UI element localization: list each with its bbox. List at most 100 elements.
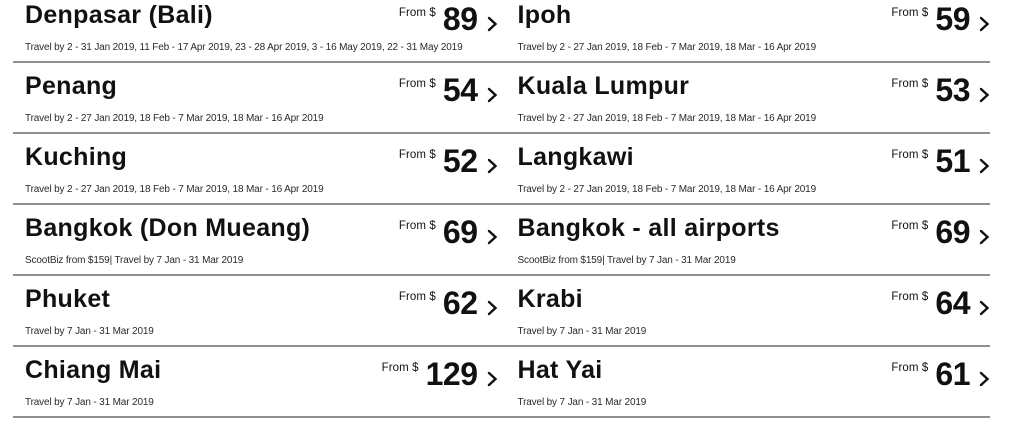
price-amount: 89	[442, 1, 478, 37]
price-amount: 129	[425, 356, 478, 392]
price-amount: 62	[442, 285, 478, 321]
destination-name[interactable]: Bangkok (Don Mueang)	[25, 214, 311, 242]
destination-card-top: Hat Yai From $ 61	[517, 356, 991, 390]
destination-card-top: Bangkok - all airports From $ 69	[517, 214, 991, 248]
travel-dates-note: Travel by 2 - 27 Jan 2019, 18 Feb - 7 Ma…	[25, 113, 324, 124]
price-from-label: From $	[891, 78, 929, 90]
destination-card[interactable]: Krabi From $ 64 Travel by 7 Jan - 31 Mar…	[517, 285, 991, 345]
destination-name[interactable]: Langkawi	[517, 143, 634, 171]
price-block: From $ 69	[399, 215, 498, 248]
travel-dates-note: Travel by 2 - 27 Jan 2019, 18 Feb - 7 Ma…	[517, 184, 817, 195]
travel-dates-note: Travel by 7 Jan - 31 Mar 2019	[25, 397, 154, 408]
deal-row: Denpasar (Bali) From $ 89 Travel by 2 - …	[13, 1, 991, 63]
chevron-right-icon[interactable]	[487, 16, 498, 32]
price-block: From $ 64	[891, 286, 990, 319]
price-block: From $ 129	[382, 357, 498, 390]
price-amount: 54	[442, 72, 478, 108]
destination-card[interactable]: Kuching From $ 52 Travel by 2 - 27 Jan 2…	[25, 143, 498, 203]
deal-row: Phuket From $ 62 Travel by 7 Jan - 31 Ma…	[13, 285, 991, 347]
chevron-right-icon[interactable]	[487, 300, 498, 316]
destination-card-top: Kuala Lumpur From $ 53	[517, 72, 991, 106]
price-amount: 52	[442, 143, 478, 179]
destination-card[interactable]: Kuala Lumpur From $ 53 Travel by 2 - 27 …	[517, 72, 991, 132]
chevron-right-icon[interactable]	[979, 229, 990, 245]
destination-name[interactable]: Hat Yai	[517, 356, 603, 384]
chevron-right-icon[interactable]	[487, 87, 498, 103]
price-amount: 51	[935, 143, 970, 179]
chevron-right-icon[interactable]	[487, 371, 498, 387]
price-block: From $ 62	[399, 286, 498, 319]
price-from-label: From $	[891, 220, 929, 232]
destination-card-top: Kuching From $ 52	[25, 143, 498, 177]
destination-name[interactable]: Ipoh	[517, 1, 572, 29]
destination-card[interactable]: Langkawi From $ 51 Travel by 2 - 27 Jan …	[517, 143, 991, 203]
travel-dates-note: Travel by 7 Jan - 31 Mar 2019	[25, 326, 154, 337]
price-amount: 59	[935, 1, 970, 37]
destination-card[interactable]: Chiang Mai From $ 129 Travel by 7 Jan - …	[25, 356, 498, 416]
destination-card[interactable]: Ipoh From $ 59 Travel by 2 - 27 Jan 2019…	[517, 1, 991, 61]
destination-name[interactable]: Penang	[25, 72, 118, 100]
price-block: From $ 69	[891, 215, 990, 248]
destination-name[interactable]: Bangkok - all airports	[517, 214, 780, 242]
destination-card[interactable]: Denpasar (Bali) From $ 89 Travel by 2 - …	[25, 1, 498, 61]
price-block: From $ 59	[891, 2, 990, 35]
price-amount: 53	[935, 72, 970, 108]
destination-name[interactable]: Chiang Mai	[25, 356, 162, 384]
destination-card-top: Krabi From $ 64	[517, 285, 991, 319]
price-block: From $ 53	[891, 73, 990, 106]
price-amount: 61	[935, 356, 970, 392]
chevron-right-icon[interactable]	[487, 229, 498, 245]
destination-card-top: Chiang Mai From $ 129	[25, 356, 498, 390]
destination-name[interactable]: Phuket	[25, 285, 111, 313]
travel-dates-note: Travel by 7 Jan - 31 Mar 2019	[517, 397, 647, 408]
destination-card-top: Langkawi From $ 51	[517, 143, 991, 179]
destination-card[interactable]: Hat Yai From $ 61 Travel by 7 Jan - 31 M…	[517, 356, 991, 416]
travel-dates-note: Travel by 2 - 27 Jan 2019, 18 Feb - 7 Ma…	[517, 42, 817, 53]
price-from-label: From $	[891, 291, 929, 303]
travel-dates-note: Travel by 2 - 27 Jan 2019, 18 Feb - 7 Ma…	[517, 113, 817, 124]
price-block: From $ 61	[891, 357, 990, 390]
price-from-label: From $	[891, 149, 929, 161]
price-amount: 69	[935, 214, 970, 250]
price-amount: 64	[935, 285, 970, 321]
deal-row: Penang From $ 54 Travel by 2 - 27 Jan 20…	[13, 72, 991, 134]
destination-name[interactable]: Kuala Lumpur	[517, 72, 690, 100]
destination-name[interactable]: Krabi	[517, 285, 583, 313]
travel-dates-note: ScootBiz from $159| Travel by 7 Jan - 31…	[25, 255, 244, 266]
price-from-label: From $	[398, 78, 436, 90]
price-from-label: From $	[398, 7, 436, 19]
price-block: From $ 52	[399, 144, 498, 177]
destination-card[interactable]: Bangkok (Don Mueang) From $ 69 ScootBiz …	[25, 214, 498, 274]
price-from-label: From $	[398, 220, 436, 232]
deal-row: Kuching From $ 52 Travel by 2 - 27 Jan 2…	[13, 143, 991, 205]
price-from-label: From $	[891, 362, 929, 374]
travel-dates-note: ScootBiz from $159| Travel by 7 Jan - 31…	[517, 255, 736, 266]
destination-card[interactable]: Bangkok - all airports From $ 69 ScootBi…	[517, 214, 991, 274]
price-from-label: From $	[398, 149, 436, 161]
travel-dates-note: Travel by 2 - 31 Jan 2019, 11 Feb - 17 A…	[25, 42, 463, 53]
destination-card-top: Bangkok (Don Mueang) From $ 69	[25, 214, 498, 248]
price-block: From $ 54	[399, 73, 498, 106]
destination-card-top: Penang From $ 54	[25, 72, 498, 106]
travel-dates-note: Travel by 7 Jan - 31 Mar 2019	[517, 326, 647, 337]
destination-deals-grid: Denpasar (Bali) From $ 89 Travel by 2 - …	[13, 1, 991, 418]
destination-card-top: Denpasar (Bali) From $ 89	[25, 1, 498, 35]
chevron-right-icon[interactable]	[979, 300, 990, 316]
destination-card[interactable]: Phuket From $ 62 Travel by 7 Jan - 31 Ma…	[25, 285, 498, 345]
price-from-label: From $	[398, 291, 436, 303]
price-block: From $ 89	[399, 2, 498, 35]
chevron-right-icon[interactable]	[979, 158, 990, 174]
deal-row: Bangkok (Don Mueang) From $ 69 ScootBiz …	[13, 214, 991, 276]
destination-name[interactable]: Denpasar (Bali)	[25, 1, 213, 29]
destination-card[interactable]: Penang From $ 54 Travel by 2 - 27 Jan 20…	[25, 72, 498, 132]
destination-name[interactable]: Kuching	[25, 143, 128, 171]
travel-dates-note: Travel by 2 - 27 Jan 2019, 18 Feb - 7 Ma…	[25, 184, 324, 195]
chevron-right-icon[interactable]	[979, 87, 990, 103]
chevron-right-icon[interactable]	[487, 158, 498, 174]
price-amount: 69	[442, 214, 478, 250]
destination-card-top: Ipoh From $ 59	[517, 1, 991, 35]
price-from-label: From $	[891, 7, 929, 19]
chevron-right-icon[interactable]	[979, 371, 990, 387]
chevron-right-icon[interactable]	[979, 16, 990, 32]
destination-card-top: Phuket From $ 62	[25, 285, 498, 319]
